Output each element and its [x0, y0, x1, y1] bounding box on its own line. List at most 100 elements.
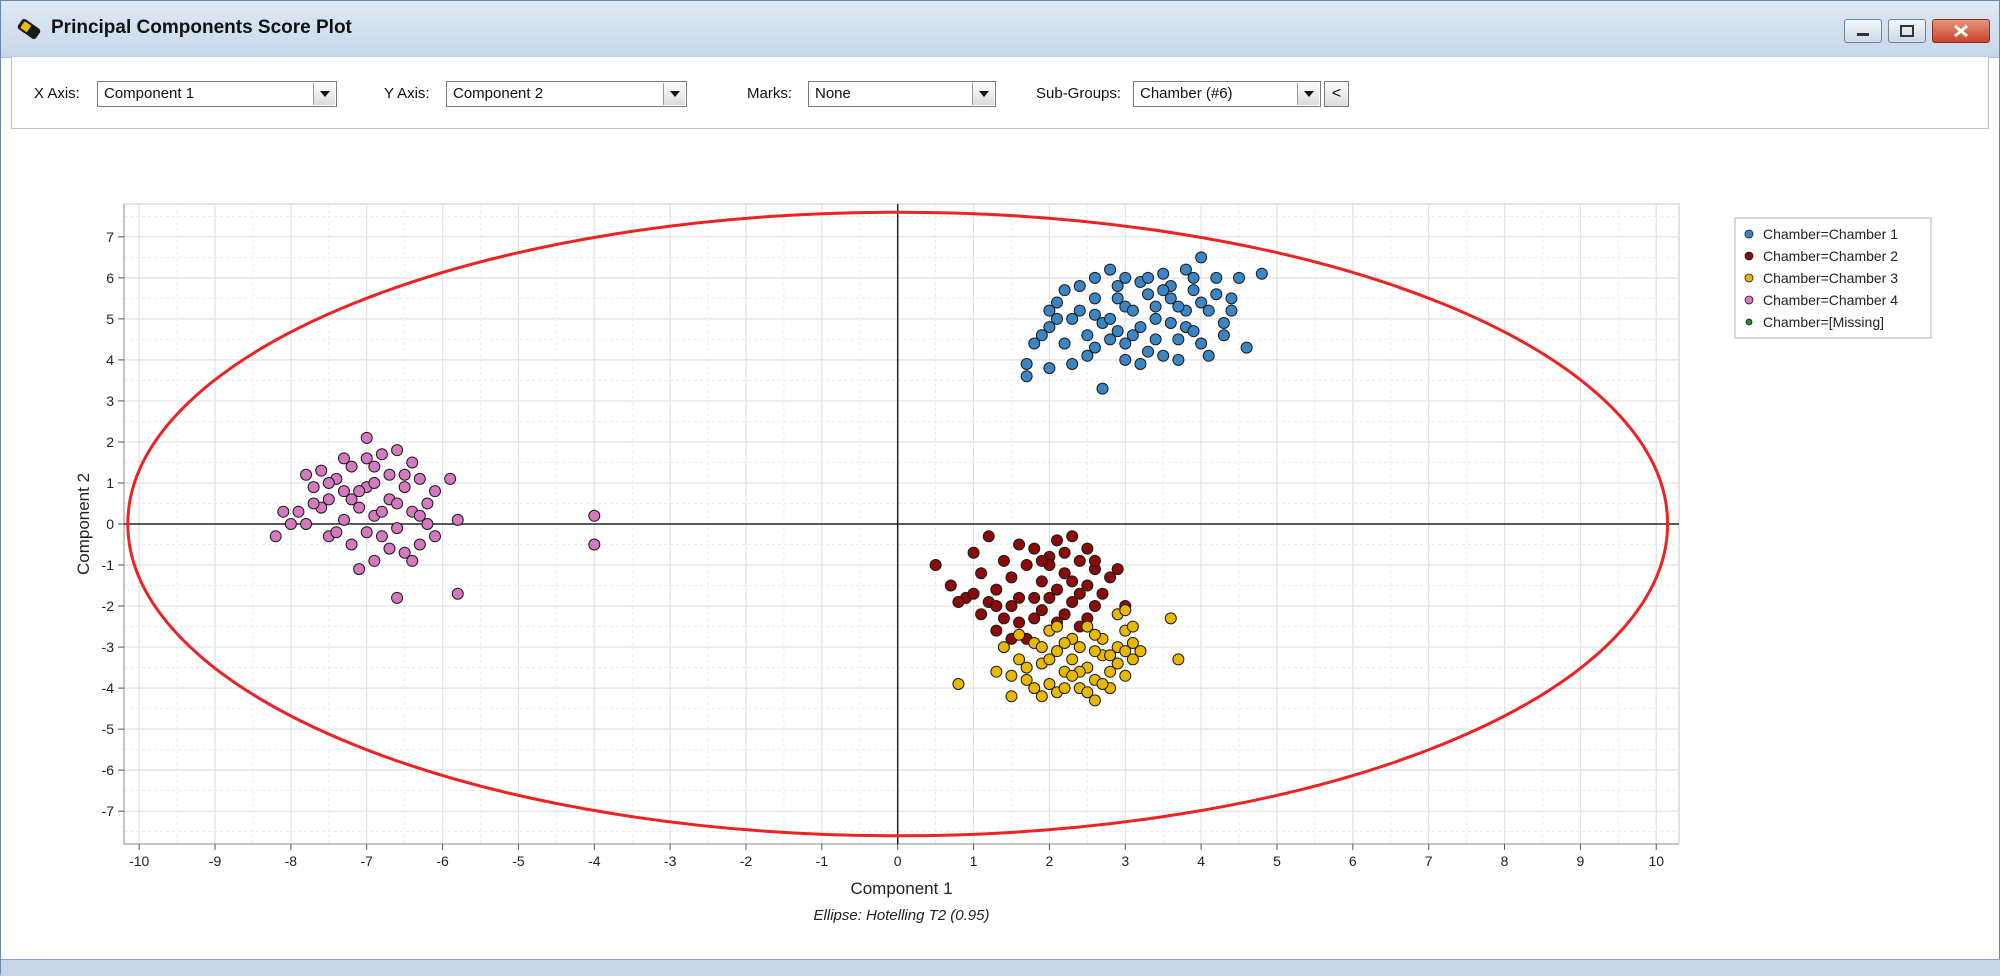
point-series-4 — [315, 464, 328, 477]
point-series-3 — [1104, 665, 1117, 678]
axis-toolbar: X Axis: Component 1 Y Axis: Component 2 … — [11, 57, 1989, 129]
point-series-4 — [360, 431, 373, 444]
chevron-down-icon — [1304, 91, 1314, 97]
legend-marker — [1744, 295, 1754, 305]
point-series-1 — [1020, 358, 1033, 370]
collapse-button[interactable]: < — [1324, 81, 1349, 107]
point-series-4 — [375, 448, 388, 461]
point-series-1 — [1081, 329, 1094, 342]
point-series-2 — [1035, 604, 1048, 617]
point-series-1 — [1111, 292, 1124, 305]
point-series-2 — [1013, 538, 1026, 551]
point-series-1 — [1111, 325, 1124, 338]
y-tick-label: -4 — [102, 680, 115, 696]
point-series-2 — [1020, 559, 1033, 572]
point-series-3 — [1058, 682, 1071, 695]
point-series-4 — [429, 485, 441, 498]
point-series-1 — [1225, 304, 1238, 317]
point-series-3 — [1126, 636, 1139, 649]
point-series-2 — [1005, 600, 1018, 613]
point-series-3 — [1013, 628, 1026, 641]
point-series-4 — [398, 481, 411, 494]
x-tick-label: -3 — [664, 853, 677, 869]
subgroups-select[interactable]: Chamber (#6) — [1133, 81, 1321, 107]
legend-marker — [1744, 273, 1754, 283]
point-series-2 — [1066, 575, 1079, 588]
maximize-button[interactable] — [1888, 19, 1926, 43]
point-series-1 — [1187, 271, 1200, 284]
point-series-2 — [1013, 591, 1026, 604]
point-series-3 — [1126, 653, 1139, 666]
point-series-1 — [1202, 304, 1215, 317]
point-series-1 — [1104, 333, 1117, 346]
legend-box — [1734, 217, 1932, 339]
point-series-4 — [337, 513, 350, 526]
point-series-3 — [1058, 636, 1071, 649]
point-series-2 — [1035, 575, 1048, 588]
point-series-1 — [1035, 329, 1048, 342]
point-series-4 — [391, 522, 404, 535]
chevron-down-icon — [979, 91, 989, 97]
window-bottom-border — [1, 959, 2000, 976]
point-series-3 — [1043, 678, 1056, 690]
subgroups-dropdown-button[interactable] — [1297, 83, 1319, 105]
point-series-1 — [1172, 353, 1185, 366]
minimize-button[interactable] — [1844, 19, 1882, 43]
x-tick-label: 8 — [1501, 853, 1509, 869]
point-series-3 — [1073, 641, 1086, 654]
chevron-down-icon — [670, 91, 680, 97]
point-series-4 — [277, 505, 290, 518]
point-series-2 — [952, 595, 965, 608]
point-series-4 — [588, 538, 601, 551]
point-series-4 — [307, 497, 320, 510]
x-tick-label: 2 — [1046, 853, 1054, 869]
restore-icon — [1900, 25, 1914, 37]
x-tick-label: -10 — [129, 853, 149, 869]
title-bar[interactable]: Principal Components Score Plot — [1, 1, 1999, 58]
point-series-4 — [413, 472, 426, 485]
x-axis-dropdown-button[interactable] — [313, 83, 335, 105]
point-series-4 — [451, 513, 464, 526]
chevron-down-icon — [320, 91, 330, 97]
x-axis-select[interactable]: Component 1 — [97, 81, 337, 107]
window-title: Principal Components Score Plot — [51, 17, 352, 38]
point-series-3 — [1035, 690, 1048, 703]
x-axis-label: X Axis: — [34, 85, 80, 102]
point-series-2 — [1066, 530, 1079, 543]
y-tick-label: -7 — [102, 803, 115, 819]
point-series-3 — [1005, 669, 1018, 682]
point-series-1 — [1255, 267, 1268, 280]
point-series-2 — [1035, 554, 1048, 567]
point-series-3 — [1051, 620, 1063, 633]
point-series-1 — [1134, 358, 1147, 370]
y-axis-dropdown-button[interactable] — [663, 83, 685, 105]
point-series-2 — [997, 612, 1010, 625]
point-series-1 — [1119, 271, 1132, 284]
point-series-4 — [375, 505, 388, 518]
point-series-3 — [1043, 653, 1056, 666]
x-axis-value: Component 1 — [104, 85, 195, 102]
point-series-1 — [1157, 349, 1170, 362]
point-series-1 — [1210, 288, 1223, 301]
point-series-1 — [1119, 337, 1132, 350]
point-series-4 — [406, 554, 419, 567]
x-tick-label: 4 — [1197, 853, 1205, 869]
point-series-4 — [292, 505, 305, 518]
y-tick-label: -6 — [102, 762, 115, 778]
legend-marker — [1744, 229, 1754, 239]
point-series-3 — [1104, 649, 1117, 662]
point-series-2 — [1058, 546, 1071, 559]
marks-dropdown-button[interactable] — [972, 83, 994, 105]
point-series-1 — [1028, 337, 1041, 350]
x-tick-label: 1 — [970, 853, 978, 869]
point-series-1 — [1217, 329, 1230, 342]
point-series-3 — [1111, 657, 1124, 670]
point-series-3 — [1172, 653, 1185, 666]
point-series-2 — [967, 587, 980, 600]
close-button[interactable] — [1932, 19, 1990, 43]
point-series-4 — [391, 497, 404, 510]
y-axis-select[interactable]: Component 2 — [446, 81, 687, 107]
marks-select[interactable]: None — [808, 81, 996, 107]
point-series-2 — [1096, 587, 1109, 600]
